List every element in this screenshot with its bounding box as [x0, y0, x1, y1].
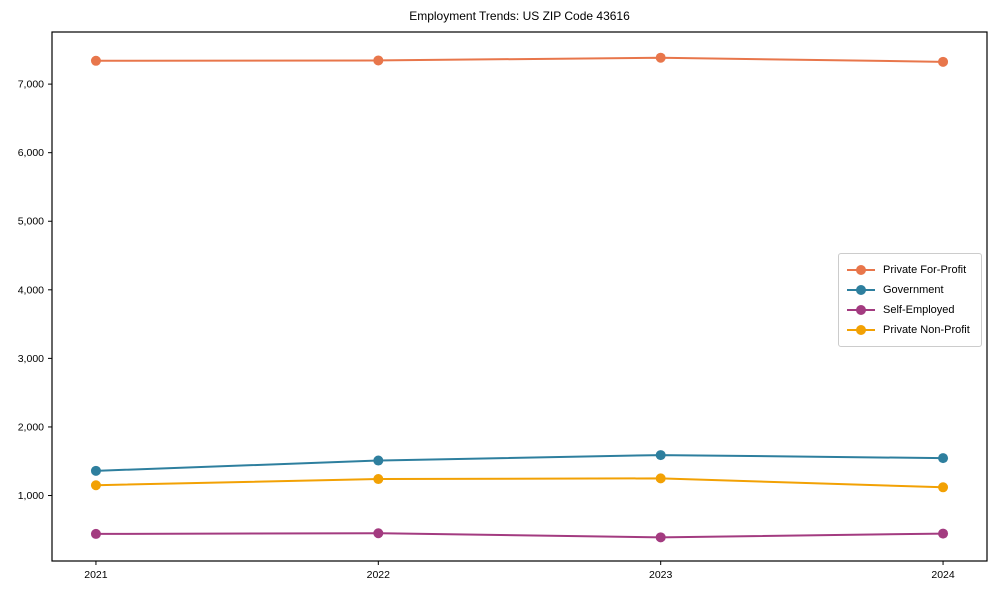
data-point-self-employed-2022 [373, 528, 384, 539]
legend-marker-icon [847, 325, 875, 336]
y-axis-tick-label: 5,000 [18, 216, 44, 228]
x-axis-tick-label: 2021 [84, 569, 108, 581]
plot-frame [51, 31, 988, 562]
data-point-government-2024 [938, 453, 949, 464]
series-line-private-for-profit [95, 56, 944, 63]
x-axis-tick-label: 2022 [367, 569, 391, 581]
x-axis-tick-label: 2024 [931, 569, 955, 581]
legend-label: Private Non-Profit [883, 324, 970, 336]
legend-label: Private For-Profit [883, 264, 967, 276]
legend-item-private-non-profit: Private Non-Profit [847, 321, 973, 340]
legend-item-private-for-profit: Private For-Profit [847, 261, 973, 280]
y-axis-tick-label: 7,000 [18, 79, 44, 91]
data-point-private-non-profit-2021 [90, 480, 101, 491]
y-axis-tick-label: 2,000 [18, 421, 44, 433]
chart-title: Employment Trends: US ZIP Code 43616 [409, 9, 630, 23]
data-point-private-non-profit-2023 [655, 473, 666, 484]
data-point-self-employed-2023 [655, 532, 666, 543]
data-point-private-for-profit-2022 [373, 55, 384, 66]
data-point-private-for-profit-2023 [655, 52, 666, 63]
y-axis-tick-label: 3,000 [18, 353, 44, 365]
legend-label: Self-Employed [883, 304, 955, 316]
legend-item-self-employed: Self-Employed [847, 301, 973, 320]
data-point-self-employed-2021 [90, 528, 101, 539]
data-point-government-2021 [90, 465, 101, 476]
data-point-private-for-profit-2024 [938, 56, 949, 67]
legend-item-government: Government [847, 281, 973, 300]
legend-marker-icon [847, 265, 875, 276]
data-point-private-for-profit-2021 [90, 55, 101, 66]
data-point-government-2023 [655, 450, 666, 461]
x-axis-tick-label: 2023 [649, 569, 673, 581]
legend-label: Government [883, 284, 944, 296]
series-line-private-non-profit [95, 477, 944, 489]
legend-marker-icon [847, 305, 875, 316]
data-point-private-non-profit-2024 [938, 482, 949, 493]
series-line-self-employed [95, 532, 944, 539]
legend-marker-icon [847, 285, 875, 296]
series-line-government [95, 454, 944, 472]
y-axis-tick-label: 1,000 [18, 490, 44, 502]
legend: Private For-Profit Government Self-Employe… [838, 253, 982, 347]
data-point-self-employed-2024 [938, 528, 949, 539]
data-point-government-2022 [373, 455, 384, 466]
y-axis-tick-label: 4,000 [18, 284, 44, 296]
y-axis-tick-label: 6,000 [18, 147, 44, 159]
data-point-private-non-profit-2022 [373, 474, 384, 485]
